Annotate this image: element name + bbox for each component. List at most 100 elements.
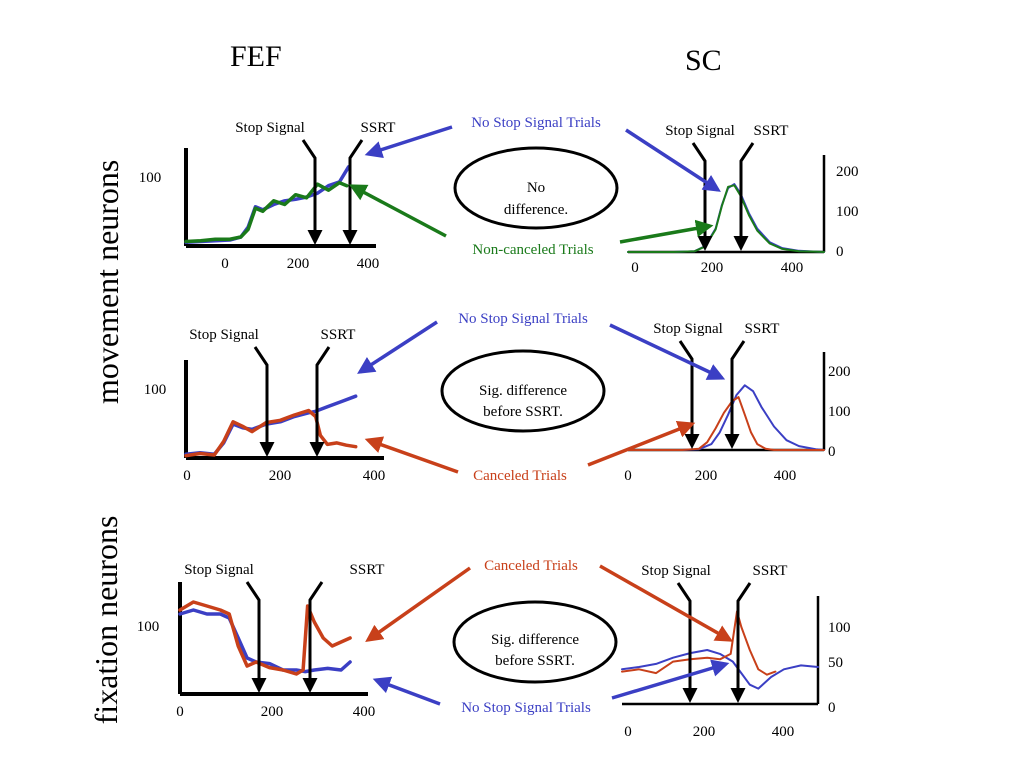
y-tick-label: 100 [828,404,851,420]
stop-signal-label: Stop Signal [189,327,259,343]
x-tick-label: 400 [774,468,797,484]
stop-signal-label: Stop Signal [641,563,711,579]
summary-bubble-text: Sig. difference [479,383,567,399]
y-tick-label: 100 [144,382,167,398]
x-tick-label: 200 [287,256,310,272]
chart-panel [621,582,820,706]
callout-no-stop-label: No Stop Signal Trials [471,115,601,131]
ssrt-label: SSRT [350,562,385,578]
marker-arrow [678,340,700,449]
y-tick-label: 0 [836,244,844,260]
marker-arrow [245,581,267,693]
callout-arrow [348,184,447,238]
x-tick-label: 400 [363,468,386,484]
stop-signal-label: Stop Signal [184,562,254,578]
x-tick-label: 0 [624,468,632,484]
marker-arrow [733,142,755,251]
callout-arrow [364,436,459,474]
summary-bubble-text: before SSRT. [495,653,575,669]
callout-arrow [619,219,714,244]
x-tick-label: 0 [631,260,639,276]
fef-column-title: FEF [230,40,282,73]
callout-arrow [364,125,453,159]
chart-panel [627,340,826,452]
stop-signal-label: Stop Signal [665,123,735,139]
marker-arrow [676,582,698,703]
y-tick-label: 200 [836,164,859,180]
series-line-no-stop [178,608,352,674]
x-tick-label: 0 [624,724,632,740]
marker-arrow [302,581,324,693]
callout-arrow [609,323,726,380]
series-line-canceled [184,408,358,458]
y-tick-label: 50 [828,655,843,671]
chart-panel [178,581,368,696]
callout-canceled-label: Canceled Trials [473,468,567,484]
y-tick-label: 100 [836,204,859,220]
y-tick-label: 100 [828,620,851,636]
x-tick-label: 400 [357,256,380,272]
ssrt-label: SSRT [321,327,356,343]
callout-arrow [365,566,472,643]
callout-no-stop-label: No Stop Signal Trials [458,311,588,327]
callout-no-stop-label: No Stop Signal Trials [461,700,591,716]
sc-column-title: SC [685,44,722,77]
series-line-non-canceled [184,180,349,244]
summary-bubble [440,349,606,433]
series-line-no-stop [621,649,819,690]
y-tick-label: 0 [828,700,836,716]
marker-arrow [691,142,713,251]
marker-arrow [342,139,364,245]
callout-arrow [587,420,696,467]
x-tick-label: 400 [772,724,795,740]
callout-arrow [372,676,441,706]
summary-bubble-text: No [527,180,545,196]
ssrt-label: SSRT [361,120,396,136]
x-tick-label: 200 [701,260,724,276]
x-tick-label: 0 [176,704,184,720]
y-tick-label: 100 [137,619,160,635]
callout-arrow [357,320,438,374]
y-tick-label: 100 [139,170,162,186]
ssrt-label: SSRT [753,563,788,579]
marker-arrow [724,340,746,449]
series-line-canceled [621,610,777,676]
chart-panel [627,142,826,254]
series-line-canceled [178,600,352,676]
series-line-canceled [627,396,825,451]
ssrt-label: SSRT [754,123,789,139]
series-line-non-canceled [627,184,825,253]
x-tick-label: 200 [695,468,718,484]
x-tick-label: 400 [781,260,804,276]
x-tick-label: 400 [353,704,376,720]
callout-non-canceled-label: Non-canceled Trials [472,242,593,258]
callout-arrow [625,128,721,192]
chart-panel [184,139,376,248]
x-tick-label: 200 [693,724,716,740]
marker-arrow [730,582,752,703]
marker-arrow [301,139,323,245]
stop-signal-label: Stop Signal [235,120,305,136]
y-tick-label: 0 [828,444,836,460]
y-tick-label: 200 [828,364,851,380]
stop-signal-label: Stop Signal [653,321,723,337]
series-line-no-stop [627,384,825,451]
marker-arrow [253,346,275,457]
marker-arrow [309,346,331,457]
callout-canceled-label: Canceled Trials [484,558,578,574]
x-tick-label: 0 [183,468,191,484]
callout-arrow [599,564,734,642]
summary-bubble-text: Sig. difference [491,632,579,648]
summary-bubble [452,600,618,684]
summary-bubble [453,146,619,230]
callout-arrow [611,659,730,700]
chart-panel [184,346,384,460]
summary-bubble-text: before SSRT. [483,404,563,420]
x-tick-label: 200 [269,468,292,484]
ssrt-label: SSRT [745,321,780,337]
x-tick-label: 200 [261,704,284,720]
summary-bubble-text: difference. [504,202,568,218]
x-tick-label: 0 [221,256,229,272]
